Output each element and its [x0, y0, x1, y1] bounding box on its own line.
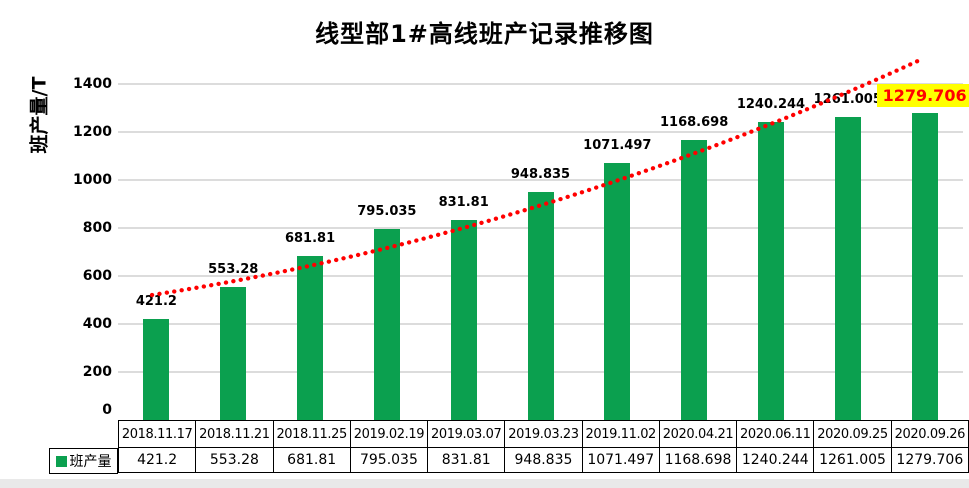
table-row-dates: 2018.11.17 2018.11.21 2018.11.25 2019.02.19… [117, 420, 969, 448]
y-axis-tick: 600 [82, 268, 112, 284]
bar [604, 162, 631, 420]
chart-title: 线型部1#高线班产记录推移图 [315, 20, 654, 48]
table-cell-value: 948.835 [504, 447, 583, 473]
bar-value-label: 1261.005 [813, 92, 882, 108]
table-cell-value: 681.81 [272, 447, 351, 473]
table-row-values: 421.2 553.28 681.81 795.035 831.81 948.835 107… [117, 447, 969, 473]
bar [143, 318, 170, 420]
table-cell-date: 2018.11.17 [117, 420, 197, 448]
table-cell-value: 1168.698 [658, 447, 738, 473]
table-cell-value: 831.81 [427, 447, 506, 473]
window-edge [0, 479, 969, 488]
table-cell-date: 2020.06.11 [736, 420, 815, 448]
table-cell-value: 1279.706 [890, 447, 969, 473]
table-cell-date: 2020.09.25 [813, 420, 892, 448]
bar [911, 112, 938, 420]
bar-value-label: 1240.244 [736, 97, 806, 113]
table-cell-value: 1261.005 [813, 447, 892, 473]
y-axis-tick: 1200 [73, 124, 112, 140]
table-cell-date: 2020.09.26 [890, 420, 969, 448]
bar [757, 122, 784, 420]
bar-value-label: 795.035 [357, 204, 417, 220]
grid-line [118, 83, 963, 85]
table-cell-value: 553.28 [195, 447, 274, 473]
table-cell-date: 2018.11.21 [195, 420, 274, 448]
legend-cell: 班产量 [49, 448, 118, 474]
data-table: 2018.11.17 2018.11.21 2018.11.25 2019.02.19… [117, 420, 969, 473]
bar-value-label: 948.835 [510, 167, 571, 183]
table-cell-date: 2019.03.23 [504, 420, 583, 448]
bar-value-label: 553.28 [208, 262, 259, 278]
y-axis-tick: 800 [82, 220, 112, 236]
table-cell-value: 421.2 [117, 447, 197, 473]
bar-value-label: 1168.698 [659, 114, 729, 130]
table-cell-date: 2019.11.02 [581, 420, 660, 448]
y-axis-tick: 1400 [73, 76, 112, 92]
table-cell-value: 795.035 [349, 447, 429, 473]
bar [834, 117, 861, 420]
table-cell-date: 2020.04.21 [658, 420, 738, 448]
bar [450, 220, 477, 420]
bar [681, 139, 708, 420]
table-cell-value: 1240.244 [736, 447, 815, 473]
bar [220, 287, 247, 420]
y-axis-tick: 1000 [73, 172, 112, 188]
table-cell-value: 1071.497 [581, 447, 660, 473]
bar-value-label: 421.2 [135, 293, 177, 309]
bar-value-label: 1279.706 [876, 83, 969, 107]
y-axis-label: 班产量/T [28, 76, 51, 154]
legend-label: 班产量 [69, 454, 112, 470]
y-axis-tick: 0 [102, 402, 112, 418]
legend-swatch-icon [55, 455, 67, 467]
bar [373, 229, 400, 420]
bar-value-label: 1071.497 [583, 137, 652, 153]
bar-value-label: 831.81 [438, 195, 489, 211]
y-axis-tick: 200 [82, 364, 112, 380]
bar [297, 256, 324, 420]
bar-value-label: 681.81 [284, 231, 336, 247]
table-cell-date: 2018.11.25 [272, 420, 351, 448]
table-cell-date: 2019.03.07 [427, 420, 506, 448]
y-axis-tick: 400 [82, 316, 112, 332]
bar [527, 192, 554, 420]
table-cell-date: 2019.02.19 [349, 420, 429, 448]
